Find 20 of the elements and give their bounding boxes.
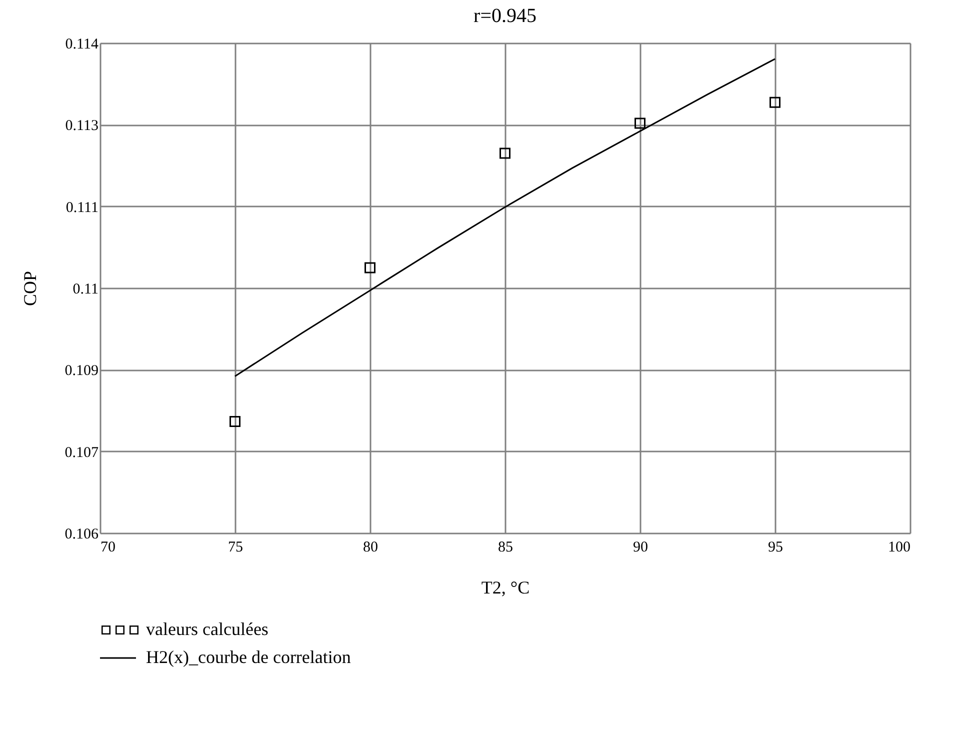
x-tick-label: 85 [498, 540, 513, 556]
x-tick-label: 100 [888, 540, 910, 556]
y-tick-label: 0.109 [64, 363, 98, 380]
y-tick-label: 0.106 [64, 526, 99, 542]
legend-label: valeurs calculées [146, 619, 268, 639]
y-tick-label: 0.113 [65, 118, 98, 134]
y-tick-label: 0.111 [66, 200, 98, 216]
chart-title: r=0.945 [474, 5, 536, 27]
y-tick-label: 0.11 [72, 282, 98, 298]
y-tick-label: 0.107 [64, 444, 99, 461]
x-axis-title: T2, °C [481, 578, 530, 598]
y-tick-label: 0.114 [65, 36, 99, 52]
x-tick-label: 75 [228, 540, 243, 556]
line-series [234, 58, 776, 377]
legend-label: H2(x)_courbe de correlation [146, 647, 351, 667]
x-tick-label: 95 [768, 540, 783, 556]
x-tick-label: 90 [633, 540, 648, 556]
x-tick-label: 70 [100, 540, 116, 556]
x-tick-label: 80 [363, 540, 378, 556]
y-axis-title: COP [20, 270, 40, 306]
